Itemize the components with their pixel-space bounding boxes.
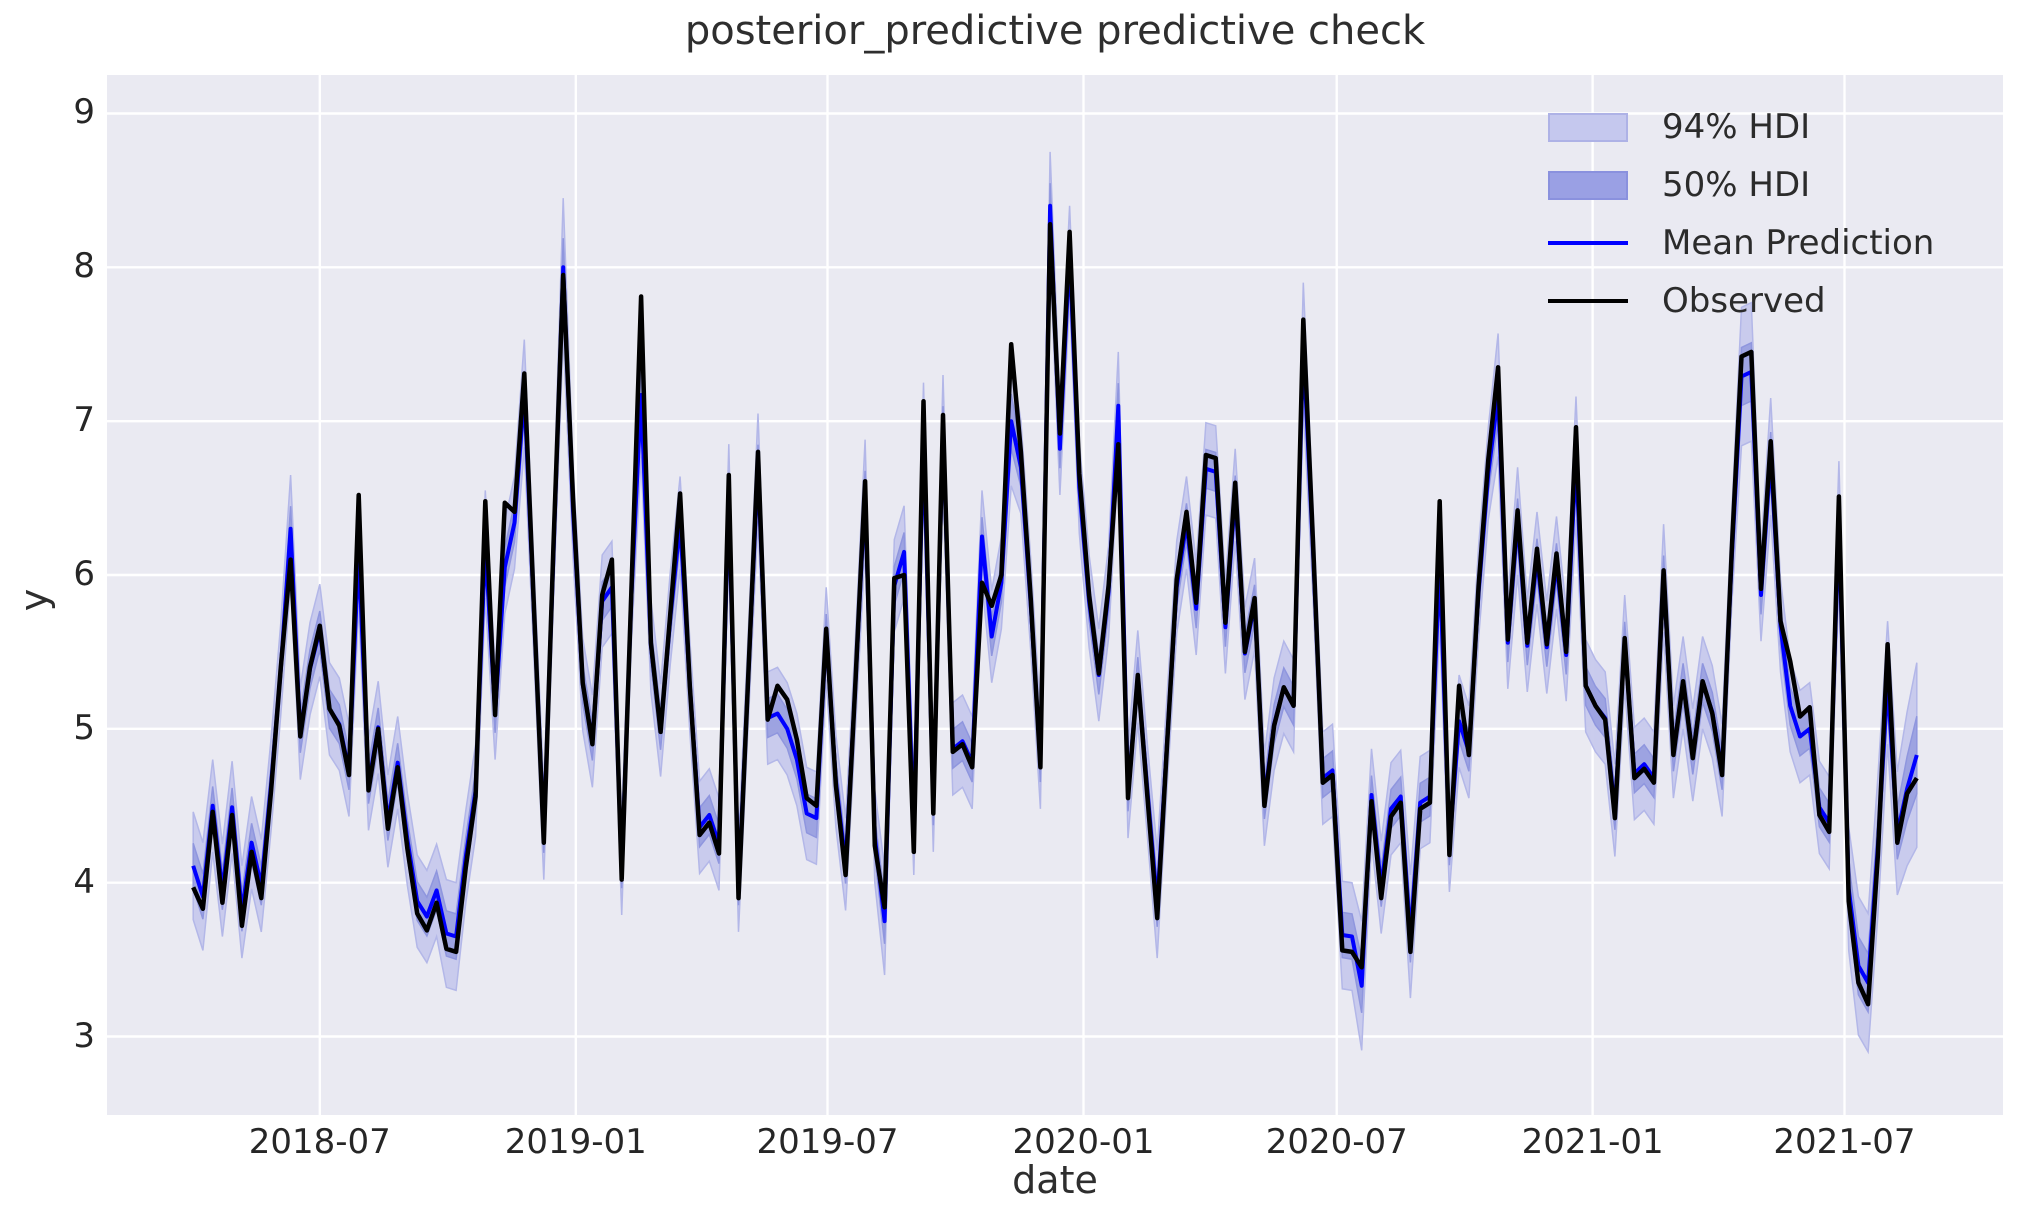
legend-item-94-hdi: 94% HDI	[1548, 98, 1934, 156]
x-axis-label: date	[1012, 1158, 1098, 1202]
y-tick-label: 5	[73, 707, 95, 748]
observed-line	[191, 221, 1919, 1007]
y-tick-label: 4	[73, 861, 95, 902]
legend-item-50-hdi: 50% HDI	[1548, 156, 1934, 214]
x-tick-label: 2019-01	[504, 1122, 647, 1162]
legend-label: 50% HDI	[1662, 165, 1811, 205]
x-tick-label: 2018-07	[248, 1122, 391, 1162]
y-tick-label: 8	[73, 246, 95, 287]
legend-label: Observed	[1662, 281, 1826, 321]
x-tick-label: 2021-07	[1773, 1122, 1916, 1162]
observed-line-swatch-icon	[1548, 299, 1628, 303]
chart-title: posterior_predictive predictive check	[684, 8, 1426, 54]
legend-item-mean-prediction: Mean Prediction	[1548, 214, 1934, 272]
y-tick-label: 9	[73, 92, 95, 133]
x-tick-label: 2019-07	[756, 1122, 899, 1162]
x-tick-label: 2020-01	[1012, 1122, 1155, 1162]
hdi94-swatch-icon	[1548, 112, 1628, 142]
x-tick-label: 2021-01	[1521, 1122, 1664, 1162]
legend: 94% HDI 50% HDI Mean Prediction Observed	[1548, 98, 1934, 330]
x-tick-label: 2020-07	[1265, 1122, 1408, 1162]
legend-item-observed: Observed	[1548, 272, 1934, 330]
y-tick-label: 3	[73, 1015, 95, 1056]
y-tick-label: 6	[73, 554, 95, 594]
mean-line-swatch-icon	[1548, 241, 1628, 245]
y-tick-label: 7	[73, 400, 95, 441]
hdi50-swatch-icon	[1548, 170, 1628, 200]
legend-label: Mean Prediction	[1662, 223, 1935, 263]
legend-label: 94% HDI	[1662, 107, 1811, 147]
